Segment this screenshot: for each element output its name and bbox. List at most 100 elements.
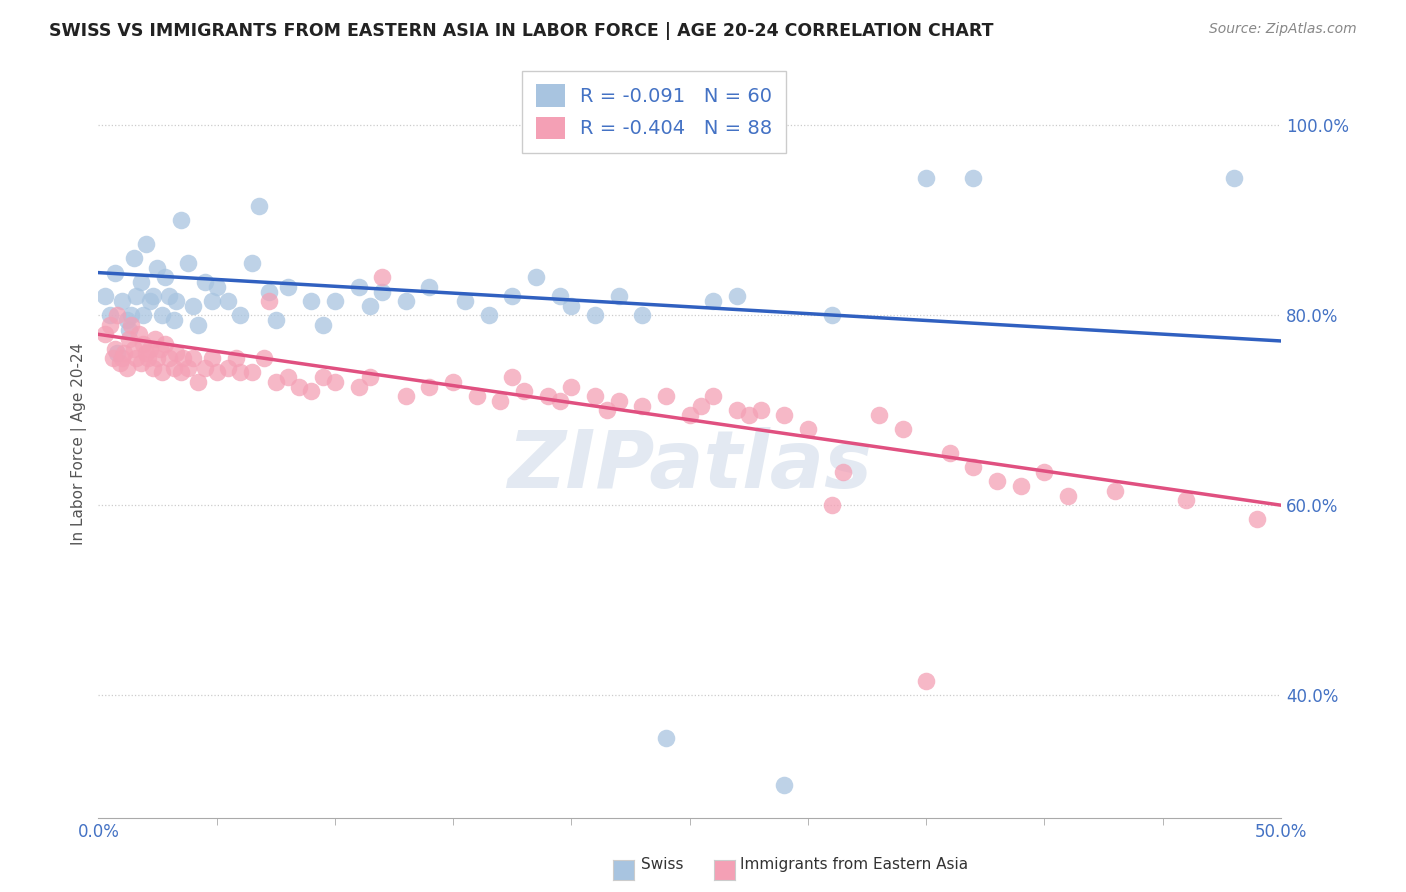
Point [253,351,276,365]
Point [132,336,155,351]
Point [868,408,890,422]
Point [187,318,209,332]
Text: Immigrants from Eastern Asia: Immigrants from Eastern Asia [740,857,967,872]
Point [655,731,678,745]
Point [139,342,162,356]
Point [264,313,287,327]
Point [257,285,280,299]
Point [173,351,195,365]
Point [194,275,217,289]
Point [135,346,157,360]
Point [489,393,512,408]
Point [157,289,180,303]
Point [205,280,228,294]
Point [201,294,224,309]
Point [560,299,582,313]
Point [312,370,335,384]
Point [583,389,606,403]
Point [257,294,280,309]
Point [454,294,477,309]
Point [962,460,984,475]
Point [478,309,501,323]
Point [1057,489,1080,503]
Point [288,379,311,393]
Point [347,379,370,393]
Point [371,270,394,285]
Text: ZIPatlas: ZIPatlas [508,427,872,505]
Legend: R = -0.091   N = 60, R = -0.404   N = 88: R = -0.091 N = 60, R = -0.404 N = 88 [522,70,786,153]
Point [690,399,713,413]
Point [165,346,187,360]
Text: Swiss: Swiss [641,857,683,872]
Point [820,309,842,323]
Point [163,313,186,327]
Point [395,294,418,309]
Point [513,384,536,399]
Point [312,318,335,332]
Point [163,360,186,375]
Point [132,309,155,323]
Point [104,266,127,280]
Point [738,408,761,422]
Point [98,309,121,323]
Point [915,673,938,688]
Point [153,336,176,351]
Point [165,294,187,309]
Point [229,309,252,323]
Point [702,389,724,403]
Point [524,270,547,285]
Text: SWISS VS IMMIGRANTS FROM EASTERN ASIA IN LABOR FORCE | AGE 20-24 CORRELATION CHA: SWISS VS IMMIGRANTS FROM EASTERN ASIA IN… [49,22,994,40]
Point [986,475,1008,489]
Point [181,299,204,313]
Point [679,408,702,422]
Point [465,389,488,403]
Point [181,351,204,365]
Point [1033,465,1056,479]
Point [240,365,263,379]
Point [1246,512,1268,526]
Point [129,356,152,370]
Point [1175,493,1198,508]
Point [501,370,523,384]
Point [146,260,169,275]
Point [548,289,571,303]
Point [631,309,654,323]
Point [146,351,169,365]
Point [962,170,984,185]
Point [773,778,796,792]
Point [170,365,193,379]
Point [129,275,152,289]
Point [94,289,117,303]
Point [205,365,228,379]
Y-axis label: In Labor Force | Age 20-24: In Labor Force | Age 20-24 [72,343,87,545]
Point [157,351,180,365]
Point [371,285,394,299]
Point [142,360,165,375]
Point [229,365,252,379]
Point [1010,479,1032,493]
Point [725,289,748,303]
Point [112,346,135,360]
Point [773,408,796,422]
Point [217,360,239,375]
Point [111,351,134,365]
Point [264,375,287,389]
Point [395,389,418,403]
Point [299,294,322,309]
Point [121,309,143,323]
Point [441,375,464,389]
Point [418,280,440,294]
Point [323,375,346,389]
Point [105,346,128,360]
Point [939,446,962,460]
Point [915,170,938,185]
Point [101,351,124,365]
Point [139,294,162,309]
Point [1104,483,1126,498]
Point [177,256,200,270]
Point [725,403,748,417]
Point [118,332,141,346]
Point [94,327,117,342]
Point [105,309,128,323]
Point [104,342,127,356]
